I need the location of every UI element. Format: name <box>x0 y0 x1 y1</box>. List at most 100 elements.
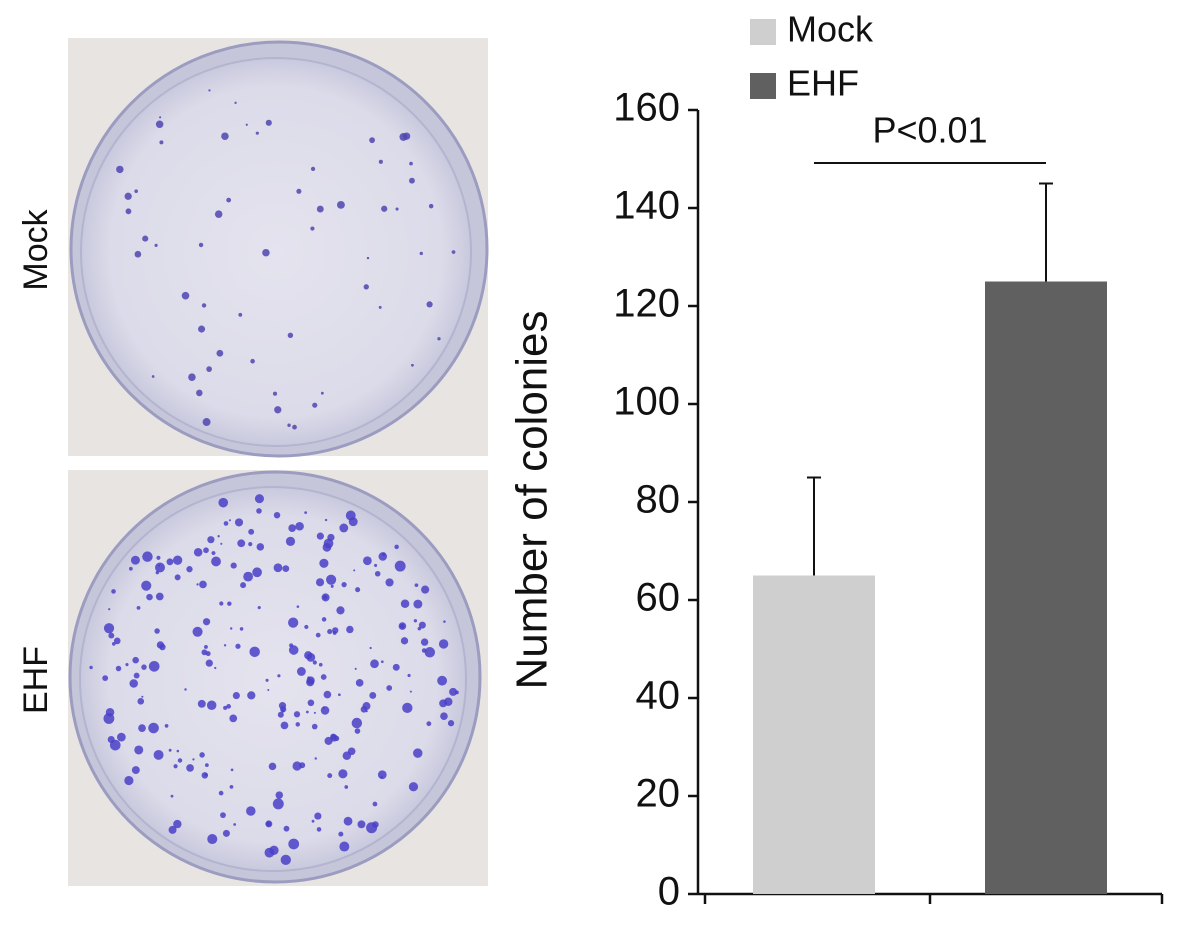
colony <box>447 720 455 727</box>
colony <box>273 563 283 573</box>
legend-label: Mock <box>787 9 874 50</box>
y-tick-label: 40 <box>636 674 681 718</box>
colony <box>288 838 300 850</box>
colony <box>287 423 291 427</box>
panel-label: Mock <box>17 208 55 290</box>
colony <box>299 762 306 769</box>
colony <box>355 679 364 687</box>
colony <box>366 256 370 260</box>
colony <box>366 822 378 834</box>
colony <box>426 301 433 308</box>
colony <box>262 248 270 257</box>
colony <box>363 556 372 566</box>
panel-label: EHF <box>17 646 55 714</box>
colony <box>197 699 206 708</box>
colony <box>204 763 209 768</box>
colony <box>204 773 208 777</box>
colony <box>217 535 220 538</box>
colony <box>203 547 209 554</box>
colony <box>219 601 224 606</box>
colony <box>172 555 183 565</box>
colony <box>196 389 203 397</box>
colony <box>130 555 140 565</box>
colony <box>134 189 138 194</box>
colony <box>419 251 423 256</box>
photo-ehf <box>68 470 488 886</box>
colony <box>222 829 230 837</box>
colony <box>133 672 140 679</box>
colony <box>199 580 207 589</box>
bar <box>753 575 875 894</box>
colony <box>344 785 349 789</box>
colony <box>207 536 215 544</box>
colony <box>408 782 419 792</box>
colony <box>292 424 297 430</box>
legend-swatch <box>750 73 776 99</box>
colony <box>341 582 347 588</box>
colony <box>208 89 211 92</box>
colony <box>111 589 116 594</box>
colony <box>148 660 160 672</box>
colony <box>142 235 149 242</box>
colony <box>234 101 237 104</box>
colony <box>426 721 432 727</box>
colony <box>138 724 146 732</box>
colony <box>136 605 141 610</box>
colony <box>370 659 379 669</box>
colony <box>205 659 213 667</box>
colony <box>256 543 265 551</box>
colony <box>310 226 315 231</box>
colony <box>283 825 290 832</box>
colony <box>206 366 212 372</box>
colony <box>173 764 178 769</box>
colony <box>273 511 281 519</box>
colony <box>395 207 399 211</box>
colony <box>164 724 169 728</box>
y-tick-label: 80 <box>636 478 681 522</box>
colony <box>237 539 246 548</box>
colony <box>216 349 224 357</box>
colony <box>320 391 324 395</box>
colony <box>296 605 300 608</box>
colony <box>202 418 211 427</box>
colony <box>402 702 413 714</box>
colony <box>272 391 278 396</box>
colony <box>293 711 301 718</box>
colony <box>272 798 284 810</box>
colony <box>357 820 366 829</box>
colony <box>413 599 423 609</box>
colony <box>409 690 412 693</box>
colony <box>233 823 237 826</box>
colony <box>305 710 309 714</box>
colony <box>437 675 448 686</box>
colony <box>159 140 164 145</box>
colony <box>235 643 241 649</box>
colony <box>250 358 255 364</box>
colony <box>277 674 281 678</box>
colony <box>229 784 234 789</box>
colony <box>377 770 387 780</box>
colony <box>337 200 345 209</box>
colony <box>218 497 229 508</box>
colony <box>338 769 348 779</box>
colony <box>327 773 333 779</box>
colony <box>413 619 418 623</box>
colony <box>264 847 275 858</box>
colony <box>103 623 115 634</box>
colony <box>168 825 177 834</box>
colony <box>173 819 182 829</box>
colony <box>280 854 291 866</box>
colony <box>155 120 164 129</box>
colony <box>141 695 144 698</box>
colony <box>192 758 195 761</box>
photo-mock <box>68 38 489 458</box>
colony <box>226 704 231 709</box>
colony <box>409 161 413 166</box>
colony <box>296 188 302 194</box>
colony <box>314 812 322 820</box>
colony <box>256 508 262 514</box>
colony <box>319 558 329 568</box>
colony <box>134 250 142 258</box>
colony <box>268 762 277 771</box>
colony <box>320 706 330 715</box>
